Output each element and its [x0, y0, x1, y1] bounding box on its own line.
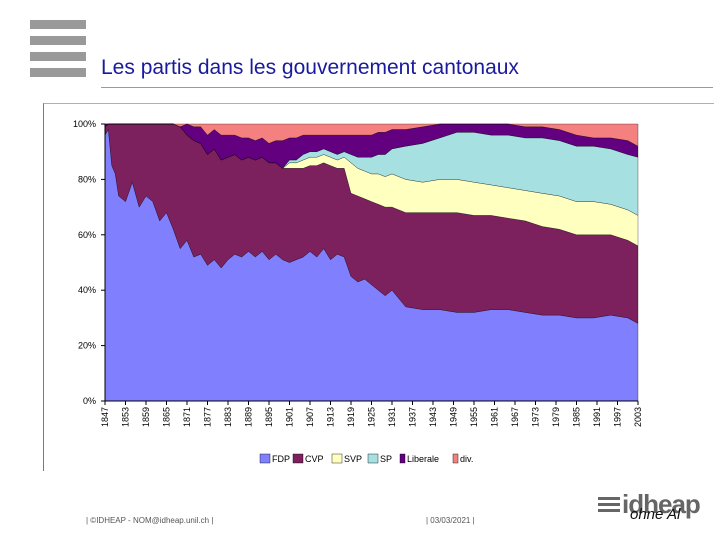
logo-lines-icon: [598, 497, 620, 515]
logo-subtitle: ohne Al: [630, 506, 681, 523]
x-tick-label: 1913: [326, 407, 336, 427]
x-tick-label: 1865: [162, 407, 172, 427]
chart-frame: [43, 103, 714, 471]
x-tick-label: 1871: [182, 407, 192, 427]
x-tick-label: 1985: [572, 407, 582, 427]
footer-copyright: | ©IDHEAP - NOM@idheap.unil.ch |: [86, 516, 214, 525]
legend-label-liberale: Liberale: [407, 454, 439, 464]
legend-swatch-fdp: [259, 453, 271, 464]
x-tick-label: 1925: [367, 407, 377, 427]
x-tick-label: 1853: [121, 407, 131, 427]
legend-label-fdp: FDP: [272, 454, 290, 464]
x-tick-label: 1961: [490, 407, 500, 427]
x-tick-label: 1937: [408, 407, 418, 427]
x-tick-label: 1907: [305, 407, 315, 427]
legend-swatch-liberale: [399, 453, 406, 464]
series-area-div: [105, 123, 639, 147]
legend-label-svp: SVP: [344, 454, 362, 464]
y-tick-label: 0%: [83, 396, 96, 406]
x-tick-label: 1895: [264, 407, 274, 427]
legend-swatch-sp: [367, 453, 379, 464]
y-tick-label: 100%: [73, 119, 96, 129]
x-tick-label: 1919: [346, 407, 356, 427]
stripe: [30, 68, 86, 77]
x-tick-label: 1943: [428, 407, 438, 427]
stripe: [30, 20, 86, 29]
legend-swatch-svp: [331, 453, 343, 464]
x-tick-label: 1973: [531, 407, 541, 427]
logo-word: idheap: [622, 489, 701, 519]
x-tick-label: 1979: [551, 407, 561, 427]
x-tick-label: 1931: [387, 407, 397, 427]
stripe: [30, 52, 86, 61]
y-tick-label: 60%: [78, 230, 96, 240]
x-tick-label: 1967: [510, 407, 520, 427]
x-tick-label: 1901: [285, 407, 295, 427]
x-tick-label: 2003: [633, 407, 643, 427]
legend-swatch-div: [452, 453, 459, 464]
title-rule: [101, 87, 713, 88]
x-tick-label: 1955: [469, 407, 479, 427]
x-tick-label: 1949: [449, 407, 459, 427]
idheap-logo: idheap ohne Al: [598, 489, 708, 523]
slide-title: Les partis dans les gouvernement cantona…: [101, 56, 519, 79]
stripe: [30, 36, 86, 45]
x-tick-label: 1889: [244, 407, 254, 427]
x-tick-label: 1859: [141, 407, 151, 427]
y-tick-label: 40%: [78, 285, 96, 295]
x-tick-label: 1997: [613, 407, 623, 427]
legend-swatch-cvp: [292, 453, 304, 464]
x-tick-label: 1991: [592, 407, 602, 427]
footer-date: | 03/03/2021 |: [426, 516, 475, 525]
legend-label-div: div.: [460, 454, 473, 464]
decorative-stripes: [30, 20, 86, 84]
legend-label-sp: SP: [380, 454, 392, 464]
y-tick-label: 20%: [78, 341, 96, 351]
y-tick-label: 80%: [78, 174, 96, 184]
x-tick-label: 1847: [100, 407, 110, 427]
x-tick-label: 1883: [223, 407, 233, 427]
x-tick-label: 1877: [203, 407, 213, 427]
legend-label-cvp: CVP: [305, 454, 324, 464]
